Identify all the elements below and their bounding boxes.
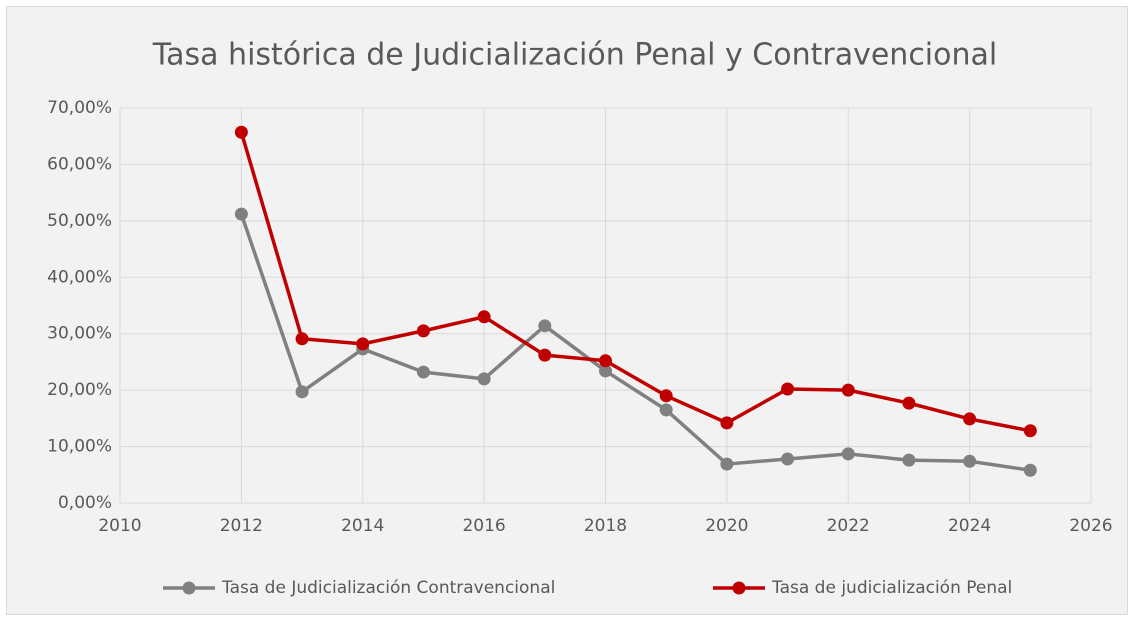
series-line	[239, 213, 1031, 473]
data-point	[538, 319, 552, 333]
x-tick-label: 2026	[1069, 516, 1112, 536]
data-point	[416, 324, 430, 338]
data-point	[295, 332, 309, 346]
data-point	[599, 364, 612, 378]
y-tick-label: 30,00%	[47, 324, 112, 344]
chart-title: Tasa histórica de Judicialización Penal …	[152, 38, 997, 73]
data-point	[720, 416, 734, 430]
data-point	[356, 337, 370, 351]
x-tick-label: 2024	[948, 516, 991, 536]
data-point	[659, 403, 673, 417]
data-point	[902, 396, 916, 410]
data-point	[902, 453, 916, 467]
y-tick-label: 10,00%	[47, 437, 112, 457]
legend-label: Tasa de Judicialización Contravencional	[221, 578, 555, 598]
data-point	[1023, 424, 1037, 438]
legend-marker	[732, 581, 746, 595]
y-tick-label: 40,00%	[47, 267, 112, 287]
data-point	[295, 385, 309, 399]
y-tick-label: 20,00%	[47, 380, 112, 400]
data-point	[781, 382, 795, 396]
x-tick-label: 2012	[220, 516, 263, 536]
data-point	[599, 354, 612, 368]
data-point	[416, 365, 430, 379]
x-tick-label: 2020	[705, 516, 748, 536]
x-tick-label: 2010	[98, 516, 141, 536]
y-tick-label: 50,00%	[47, 211, 112, 231]
data-point	[234, 125, 248, 139]
y-tick-label: 60,00%	[47, 154, 112, 174]
data-point	[720, 457, 734, 471]
data-point	[841, 447, 855, 461]
legend-marker	[182, 581, 196, 595]
data-point	[841, 383, 855, 397]
y-tick-label: 0,00%	[58, 493, 112, 513]
data-point	[477, 372, 491, 386]
data-point	[659, 389, 673, 403]
series-line	[239, 131, 1031, 433]
data-point	[781, 452, 795, 466]
y-tick-label: 70,00%	[47, 98, 112, 118]
x-tick-label: 2022	[827, 516, 870, 536]
data-point	[234, 207, 248, 221]
x-tick-label: 2018	[584, 516, 627, 536]
x-tick-label: 2014	[341, 516, 384, 536]
data-point	[963, 454, 977, 468]
x-tick-label: 2016	[462, 516, 505, 536]
data-point	[1023, 463, 1037, 477]
legend-label: Tasa de judicialización Penal	[771, 578, 1012, 598]
data-point	[963, 412, 977, 426]
data-point	[538, 348, 552, 362]
data-point	[477, 310, 491, 324]
